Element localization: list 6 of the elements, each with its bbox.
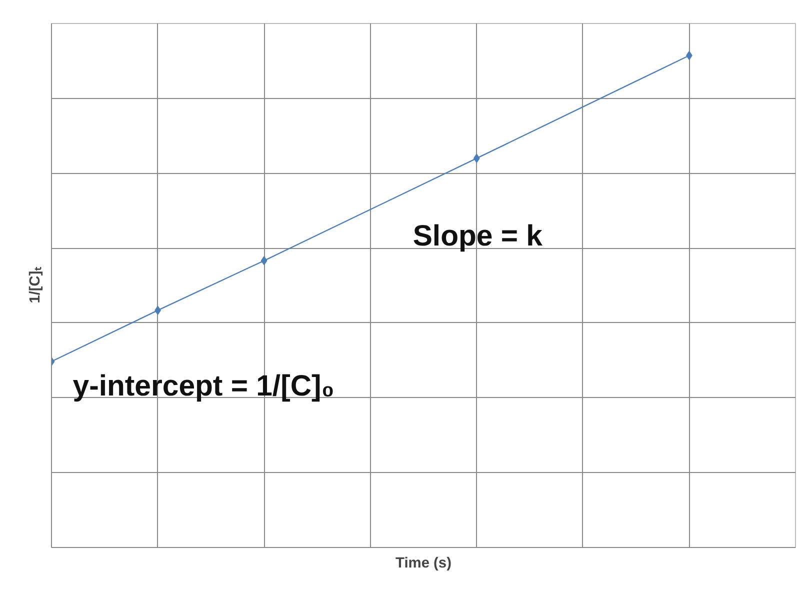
point (260, 256, 268, 266)
y-axis-title: 1/[C]ₜ (28, 266, 44, 304)
x-axis-title: Time (s) (396, 556, 452, 572)
annotation: y-intercept = 1/[C]₀ (72, 369, 335, 402)
point (473, 154, 480, 163)
annotation: Slope = k (412, 219, 544, 252)
